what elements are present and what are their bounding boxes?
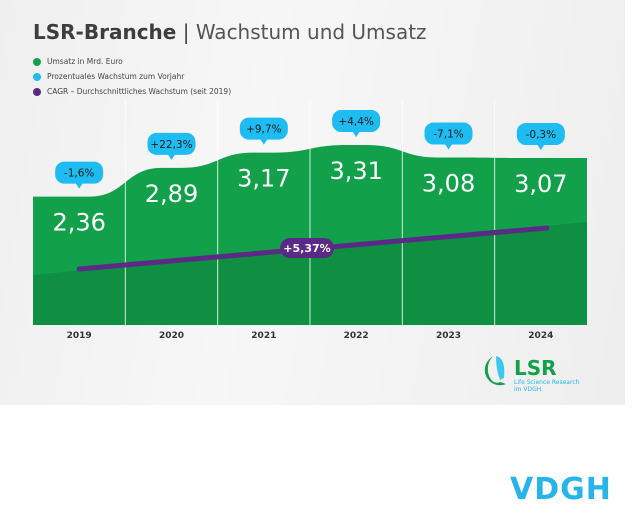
growth-bubble-tail — [536, 144, 545, 151]
growth-label: -7,1% — [433, 129, 463, 141]
growth-bubble — [55, 161, 104, 184]
growth-bubble — [516, 123, 565, 146]
chart-plot: +5,37% 2,36 -1,6% 2019 2,89 +22,3% 2020 3,17 +9,… — [33, 110, 587, 341]
lsr-logo: LSR Life Science Research im VDGH — [480, 352, 600, 401]
x-tick-label: 2023 — [436, 331, 461, 341]
growth-label: -1,6% — [64, 168, 94, 180]
growth-bubble-tail — [352, 131, 361, 137]
x-tick-label: 2024 — [528, 331, 553, 341]
growth-bubble-tail — [75, 182, 84, 189]
revenue-value-label: 3,07 — [514, 170, 567, 198]
growth-bubble — [239, 117, 288, 140]
growth-label: +4,4% — [338, 116, 373, 128]
x-tick-label: 2022 — [344, 331, 369, 341]
growth-bubble-tail — [167, 153, 176, 160]
revenue-value-label: 2,36 — [52, 209, 105, 237]
cagr-label: +5,37% — [283, 242, 330, 255]
growth-label: +9,7% — [246, 124, 281, 136]
legend-swatch-icon — [33, 57, 41, 66]
growth-label: -0,3% — [526, 129, 556, 141]
cagr-badge — [280, 238, 334, 258]
growth-bubble — [332, 110, 381, 132]
x-tick-label: 2020 — [159, 331, 184, 341]
growth-label: +22,3% — [150, 139, 192, 151]
revenue-value-label: 2,89 — [145, 180, 198, 208]
revenue-value-label: 3,31 — [329, 157, 382, 185]
x-tick-label: 2019 — [67, 331, 92, 341]
revenue-value-label: 3,08 — [422, 170, 475, 198]
chart-title: LSR-Branche | Wachstum und Umsatz — [33, 20, 427, 44]
legend-swatch-icon — [33, 72, 41, 81]
growth-bubble-tail — [259, 138, 268, 145]
growth-bubble — [424, 122, 473, 145]
legend-item: Prozentuales Wachstum zum Vorjahr — [33, 72, 184, 81]
legend-item: Umsatz in Mrd. Euro — [33, 57, 123, 66]
vdgh-logo: VDGH — [510, 472, 612, 507]
revenue-value-label: 3,17 — [237, 165, 290, 193]
x-tick-label: 2021 — [251, 331, 276, 341]
growth-bubble — [147, 132, 196, 155]
legend-swatch-icon — [33, 87, 41, 96]
growth-bubble-tail — [444, 143, 453, 150]
legend-item: CAGR – Durchschnittliches Wachstum (seit… — [33, 87, 231, 96]
